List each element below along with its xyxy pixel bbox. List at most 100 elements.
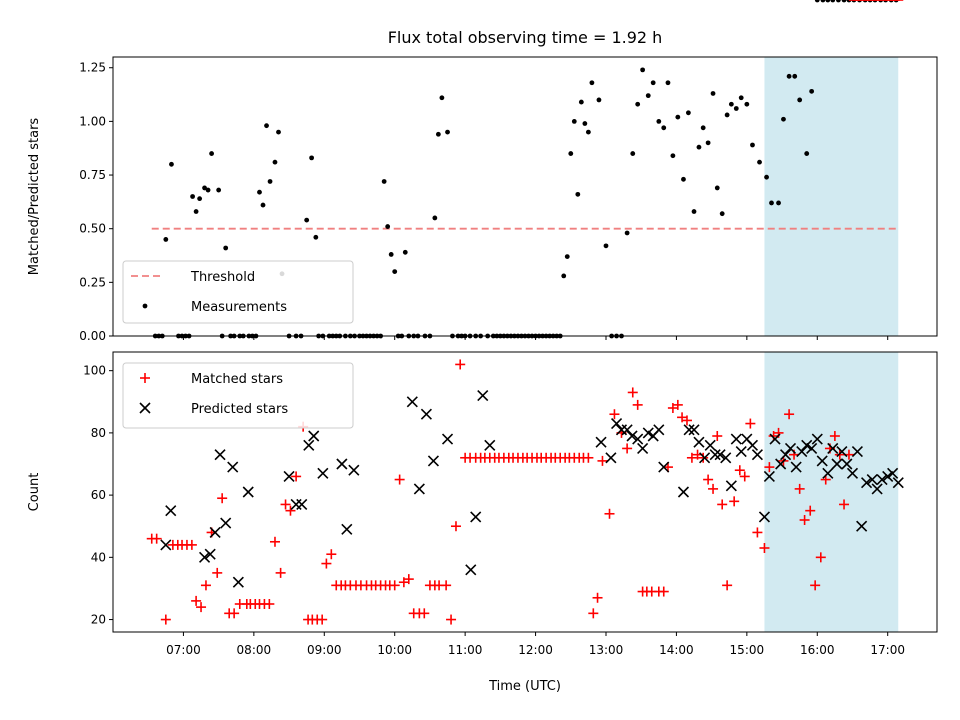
predicted-stars-point xyxy=(882,470,894,483)
predicted-stars-point xyxy=(160,539,172,551)
measurements-point xyxy=(700,125,706,131)
matched-stars-point xyxy=(186,539,197,550)
measurements-point xyxy=(304,217,310,223)
measurements-point xyxy=(710,91,716,96)
predicted-stars-point xyxy=(632,433,644,445)
y-tick-label: 100 xyxy=(83,364,106,378)
matched-stars-point xyxy=(712,431,723,441)
measurements-point xyxy=(656,118,662,124)
matched-stars-point xyxy=(446,614,457,625)
legend-box xyxy=(122,260,354,324)
ratio-x-ticks xyxy=(182,336,889,340)
ratio-panel: 0.00 0.25 0.50 0.75 1.00 1.25 Matched/Predict… xyxy=(27,0,938,343)
y-tick-label: 0.50 xyxy=(79,222,106,236)
predicted-stars-point xyxy=(470,511,482,523)
predicted-stars-point xyxy=(232,576,244,588)
x-axis-label: Time (UTC) xyxy=(488,679,561,694)
matched-stars-point xyxy=(200,580,211,591)
predicted-stars-point xyxy=(831,458,843,470)
matched-stars-point xyxy=(419,608,430,619)
predicted-stars-point xyxy=(220,517,232,529)
predicted-stars-point xyxy=(420,408,432,420)
measurements-point xyxy=(561,273,567,279)
predicted-stars-point xyxy=(290,498,302,511)
matched-stars-point xyxy=(658,586,669,597)
predicted-stars-point xyxy=(725,480,737,492)
predicted-stars-point xyxy=(688,424,700,436)
measurements-point xyxy=(630,151,636,156)
matched-stars-point xyxy=(604,508,615,519)
matched-stars-point xyxy=(285,505,296,516)
measurements-point xyxy=(575,191,581,197)
predicted-stars-point xyxy=(484,439,496,451)
y-tick-label: 0.75 xyxy=(79,168,106,182)
x-tick-label: 12:00 xyxy=(518,643,553,657)
measurements-point xyxy=(724,112,730,118)
matched-stars-point xyxy=(686,452,697,463)
matched-stars-point xyxy=(321,558,332,569)
predicted-stars-point xyxy=(658,461,670,473)
x-tick-label: 15:00 xyxy=(730,643,765,657)
predicted-stars-point xyxy=(892,477,904,489)
predicted-stars-point xyxy=(887,467,899,479)
predicted-stars-point xyxy=(683,424,695,436)
legend-marker xyxy=(142,303,148,309)
predicted-stars-point xyxy=(610,417,623,430)
measurements-point xyxy=(841,0,847,3)
measurements-point xyxy=(223,245,229,251)
x-tick-label: 11:00 xyxy=(448,643,483,657)
x-tick-label: 17:00 xyxy=(870,643,905,657)
predicted-stars-point xyxy=(214,449,226,461)
measurements-point xyxy=(264,123,269,129)
y-tick-label: 0.00 xyxy=(79,329,106,343)
measurements-point xyxy=(820,0,826,3)
measurements-point xyxy=(825,0,831,3)
matched-stars-point xyxy=(622,443,633,454)
measurements-point xyxy=(836,0,841,3)
measurements-point xyxy=(809,88,815,94)
measurements-point xyxy=(728,101,734,107)
measurements-point xyxy=(776,200,781,206)
x-tick-label: 16:00 xyxy=(800,643,835,657)
matched-stars-point xyxy=(403,574,414,585)
predicted-stars-point xyxy=(841,458,853,470)
measurements-point xyxy=(272,159,278,165)
matched-stars-point xyxy=(672,399,683,410)
predicted-stars-point xyxy=(693,436,705,448)
matched-stars-point xyxy=(810,580,821,591)
measurements-point xyxy=(640,67,646,73)
matched-stars-point xyxy=(455,359,466,370)
predicted-stars-point xyxy=(204,548,216,560)
matched-stars-point xyxy=(151,533,162,544)
measurements-point xyxy=(738,95,744,101)
predicted-stars-point xyxy=(198,551,211,563)
predicted-stars-point xyxy=(763,470,775,483)
matched-stars-point xyxy=(627,387,638,398)
matched-stars-point xyxy=(317,614,328,625)
measurements-point xyxy=(445,129,450,135)
y-tick-label: 0.25 xyxy=(79,275,106,289)
predicted-stars-point xyxy=(714,449,726,461)
measurements-point xyxy=(193,209,199,214)
predicted-stars-point xyxy=(816,455,828,467)
measurements-point xyxy=(624,230,630,236)
matched-stars-point xyxy=(217,493,228,504)
predicted-stars-point xyxy=(406,396,418,408)
predicted-stars-point xyxy=(861,477,873,489)
matched-stars-point xyxy=(280,499,291,510)
count-y-axis-label: Count xyxy=(27,473,42,512)
matched-stars-point xyxy=(829,431,840,441)
measurements-point xyxy=(163,237,169,242)
measurements-point xyxy=(764,174,769,180)
measurements-point xyxy=(589,80,595,86)
legend-label: Matched stars xyxy=(191,372,283,387)
y-tick-label: 1.25 xyxy=(79,61,106,75)
predicted-stars-point xyxy=(653,424,665,436)
predicted-stars-point xyxy=(626,430,638,442)
measurements-point xyxy=(635,101,641,107)
measurements-point xyxy=(814,0,820,3)
predicted-stars-point xyxy=(735,445,747,458)
measurements-point xyxy=(665,80,671,86)
predicted-stars-point xyxy=(296,498,308,511)
measurements-point xyxy=(385,224,391,229)
